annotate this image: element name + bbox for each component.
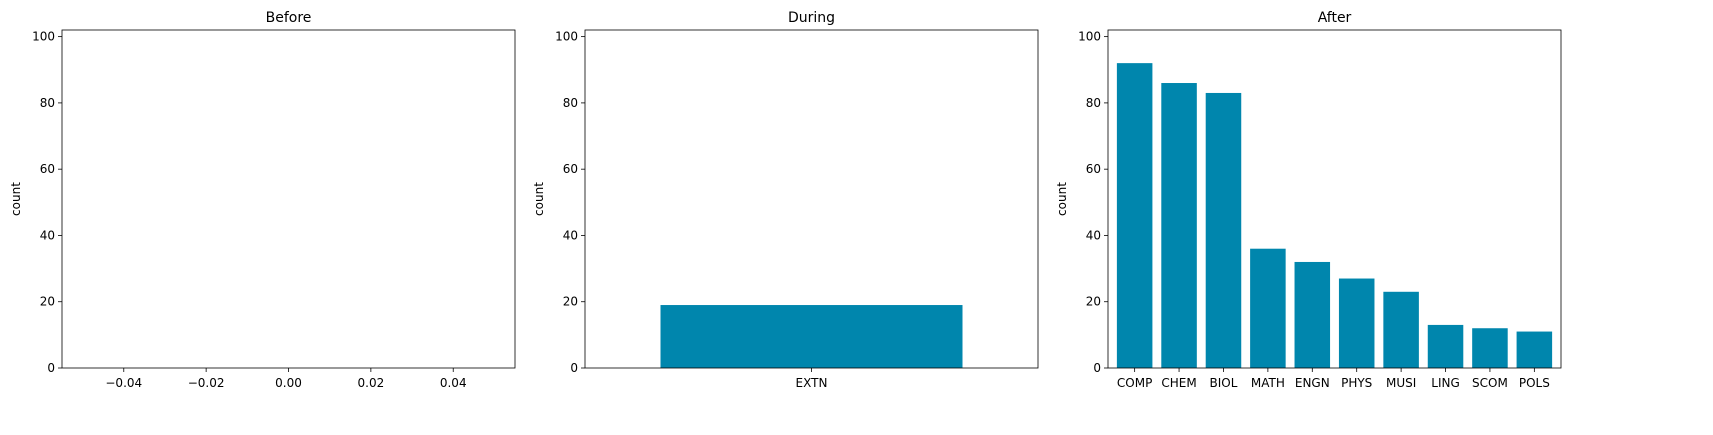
bar-biol [1205,92,1242,368]
x-tick-label: MUSI [1386,376,1416,390]
y-tick-label: 60 [1086,162,1101,176]
chart-panel-after: 0 20 40 60 80 100 COMP CHEM BIOL MATH ENGN PHYS MUSI… [1055,10,1562,390]
x-tick-label: 0.02 [358,376,385,390]
axes-frame [1107,29,1562,369]
x-tick-label: 0.00 [275,376,302,390]
y-tick-label: 40 [40,228,55,242]
y-tick-label: 100 [555,30,578,44]
bar-comp [1116,63,1153,368]
bar-scom [1472,328,1508,368]
y-tick-label: 0 [570,361,578,375]
y-axis-label: count [1055,182,1069,216]
y-tick-label: 60 [563,162,578,176]
y-tick-label: 0 [1093,361,1101,375]
x-tick-label: PHYS [1341,376,1372,390]
x-tick-label: CHEM [1161,376,1196,390]
axes-frame [61,29,516,369]
x-tick-label: BIOL [1210,376,1238,390]
x-tick-label: EXTN [796,376,828,390]
chart-title: Before [266,10,312,26]
x-tick-label: ENGN [1295,376,1330,390]
y-tick-label: 40 [1086,228,1101,242]
chart-panel-during: 0 20 40 60 80 100 EXTN During count [532,10,1039,390]
chart-title: During [788,10,835,26]
x-tick-label: MATH [1251,376,1285,390]
y-axis-label: count [532,182,546,216]
y-tick-label: 60 [40,162,55,176]
bar-math [1250,248,1286,368]
x-tick-label: 0.04 [440,376,467,390]
bar-extn [660,305,963,368]
bar-engn [1294,261,1331,368]
bar-musi [1383,291,1419,368]
x-tick-label: LING [1431,376,1460,390]
y-tick-label: 80 [1086,96,1101,110]
bar-ling [1427,324,1464,368]
y-tick-label: 0 [47,361,55,375]
x-tick-label: −0.02 [188,376,225,390]
bar-chem [1161,83,1197,369]
bar-pols [1516,331,1553,368]
y-tick-label: 20 [40,295,55,309]
x-tick-label: −0.04 [105,376,142,390]
bar-phys [1338,278,1375,368]
y-tick-label: 20 [1086,295,1101,309]
x-tick-label: COMP [1117,376,1152,390]
y-tick-label: 100 [1078,30,1101,44]
y-tick-label: 40 [563,228,578,242]
y-tick-label: 100 [32,30,55,44]
x-tick-label: SCOM [1472,376,1508,390]
y-tick-label: 80 [563,96,578,110]
chart-panel-before: 0 20 40 60 80 100 −0.04 −0.02 0.00 0.02 0.04 Before… [9,10,516,390]
y-tick-label: 20 [563,295,578,309]
y-axis-label: count [9,182,23,216]
chart-title: After [1318,10,1352,26]
y-tick-label: 80 [40,96,55,110]
x-tick-label: POLS [1519,376,1550,390]
